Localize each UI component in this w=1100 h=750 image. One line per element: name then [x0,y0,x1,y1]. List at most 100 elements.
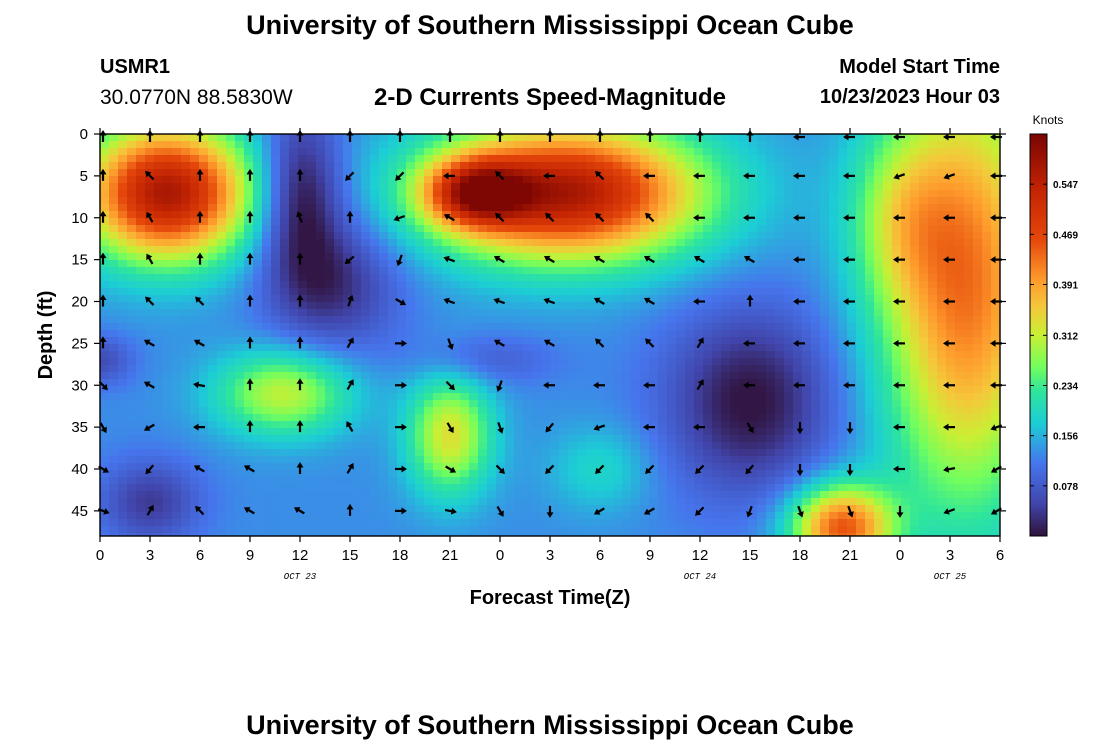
heatmap-cell [280,169,290,177]
heatmap-cell [640,260,650,268]
heatmap-cell [397,190,407,198]
heatmap-cell [343,365,353,373]
heatmap-cell [406,421,416,429]
heatmap-cell [829,526,839,534]
heatmap-cell [352,176,362,184]
heatmap-cell [334,288,344,296]
heatmap-cell [406,407,416,415]
heatmap-cell [361,365,371,373]
heatmap-cell [640,386,650,394]
heatmap-cell [739,477,749,485]
heatmap-cell [289,148,299,156]
heatmap-cell [838,267,848,275]
heatmap-cell [442,491,452,499]
heatmap-cell [703,190,713,198]
heatmap-cell [478,512,488,520]
heatmap-cell [820,456,830,464]
heatmap-cell [199,428,209,436]
heatmap-cell [838,218,848,226]
heatmap-cell [343,498,353,506]
heatmap-cell [559,323,569,331]
heatmap-cell [244,344,254,352]
heatmap-cell [757,148,767,156]
heatmap-cell [685,281,695,289]
heatmap-cell [523,190,533,198]
heatmap-cell [604,253,614,261]
heatmap-cell [757,253,767,261]
heatmap-cell [865,302,875,310]
heatmap-cell [721,414,731,422]
heatmap-cell [235,190,245,198]
heatmap-cell [721,134,731,142]
heatmap-cell [289,232,299,240]
heatmap-cell [181,169,191,177]
heatmap-cell [217,519,227,527]
heatmap-cell [829,211,839,219]
heatmap-cell [361,470,371,478]
heatmap-cell [505,211,515,219]
heatmap-cell [361,274,371,282]
heatmap-cell [460,141,470,149]
heatmap-cell [415,330,425,338]
heatmap-cell [118,526,128,534]
heatmap-cell [298,456,308,464]
heatmap-cell [604,267,614,275]
heatmap-cell [595,358,605,366]
heatmap-cell [487,379,497,387]
heatmap-cell [100,197,110,205]
heatmap-cell [712,337,722,345]
heatmap-cell [199,316,209,324]
heatmap-cell [361,169,371,177]
heatmap-cell [802,414,812,422]
heatmap-cell [523,330,533,338]
heatmap-cell [397,456,407,464]
heatmap-cell [478,421,488,429]
heatmap-cell [370,141,380,149]
heatmap-cell [703,225,713,233]
heatmap-cell [505,407,515,415]
heatmap-cell [658,141,668,149]
heatmap-cell [640,484,650,492]
heatmap-cell [658,498,668,506]
heatmap-cell [622,176,632,184]
heatmap-cell [685,148,695,156]
heatmap-cell [478,281,488,289]
heatmap-cell [460,351,470,359]
heatmap-cell [856,414,866,422]
heatmap-cell [460,344,470,352]
heatmap-cell [856,456,866,464]
heatmap-cell [514,428,524,436]
heatmap-cell [748,316,758,324]
heatmap-cell [316,421,326,429]
heatmap-cell [748,267,758,275]
heatmap-cell [532,316,542,324]
heatmap-cell [181,421,191,429]
heatmap-cell [496,309,506,317]
heatmap-cell [172,330,182,338]
heatmap-cell [514,393,524,401]
heatmap-cell [523,225,533,233]
heatmap-cell [811,526,821,534]
heatmap-cell [757,400,767,408]
heatmap-cell [118,435,128,443]
heatmap-cell [307,246,317,254]
heatmap-cell [253,463,263,471]
heatmap-cell [172,295,182,303]
heatmap-cell [550,309,560,317]
heatmap-cell [721,295,731,303]
heatmap-cell [730,358,740,366]
heatmap-cell [235,141,245,149]
heatmap-cell [451,379,461,387]
heatmap-cell [685,519,695,527]
heatmap-cell [829,155,839,163]
heatmap-cell [847,155,857,163]
heatmap-cell [271,463,281,471]
heatmap-cell [289,407,299,415]
heatmap-cell [343,274,353,282]
heatmap-cell [505,239,515,247]
heatmap-cell [721,379,731,387]
heatmap-cell [667,134,677,142]
heatmap-cell [433,274,443,282]
heatmap-cell [586,463,596,471]
heatmap-cell [613,372,623,380]
